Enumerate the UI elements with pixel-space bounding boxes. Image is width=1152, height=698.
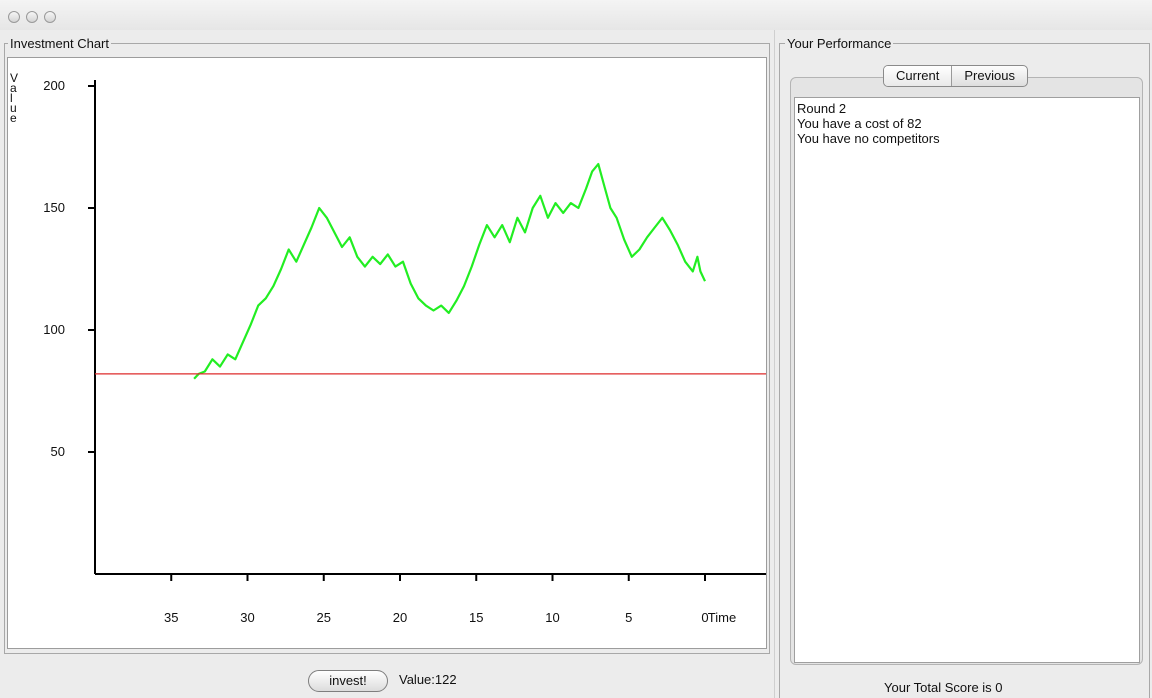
tab-current[interactable]: Current [884, 66, 952, 86]
invest-button[interactable]: invest! [308, 670, 388, 692]
performance-tabs: Current Previous [883, 65, 1028, 87]
panel-divider [774, 30, 775, 698]
y-tick-label-200: 200 [43, 78, 65, 93]
x-tick-label-20: 20 [393, 610, 407, 625]
tab-previous[interactable]: Previous [951, 66, 1027, 86]
x-tick-label-15: 15 [469, 610, 483, 625]
y-axis-label-a: a [10, 81, 17, 95]
investment-chart: V a l u e 50 100 150 200 35 30 25 20 15 10 5 0 Time [7, 57, 767, 649]
y-axis-label-v: V [10, 71, 19, 85]
close-button[interactable] [8, 11, 20, 23]
investment-chart-group-title: Investment Chart [8, 36, 111, 51]
y-axis-label-l: l [10, 91, 13, 105]
zoom-button[interactable] [44, 11, 56, 23]
y-tick-label-100: 100 [43, 322, 65, 337]
total-score-text: Your Total Score is 0 [884, 680, 1003, 695]
y-axis-label-e: e [10, 111, 17, 125]
current-value-readout: Value:122 [399, 672, 457, 687]
performance-line-round: Round 2 [797, 101, 847, 116]
x-tick-label-25: 25 [317, 610, 331, 625]
performance-text-area[interactable]: Round 2 You have a cost of 82 You have n… [794, 97, 1140, 663]
x-tick-label-5: 5 [625, 610, 632, 625]
x-tick-label-0: 0 [701, 610, 708, 625]
value-series-line [193, 162, 706, 380]
performance-line-cost: You have a cost of 82 [797, 116, 922, 131]
performance-group-title: Your Performance [785, 36, 894, 51]
x-tick-label-10: 10 [545, 610, 559, 625]
performance-line-competitors: You have no competitors [797, 131, 940, 146]
y-tick-label-150: 150 [43, 200, 65, 215]
investment-chart-group-border [4, 43, 770, 654]
x-tick-label-30: 30 [240, 610, 254, 625]
performance-group-border [779, 43, 1150, 698]
minimize-button[interactable] [26, 11, 38, 23]
window-titlebar [0, 0, 1152, 30]
y-tick-label-50: 50 [51, 444, 65, 459]
x-axis-label: Time [708, 610, 736, 625]
x-tick-label-35: 35 [164, 610, 178, 625]
y-axis-label-u: u [10, 101, 17, 115]
